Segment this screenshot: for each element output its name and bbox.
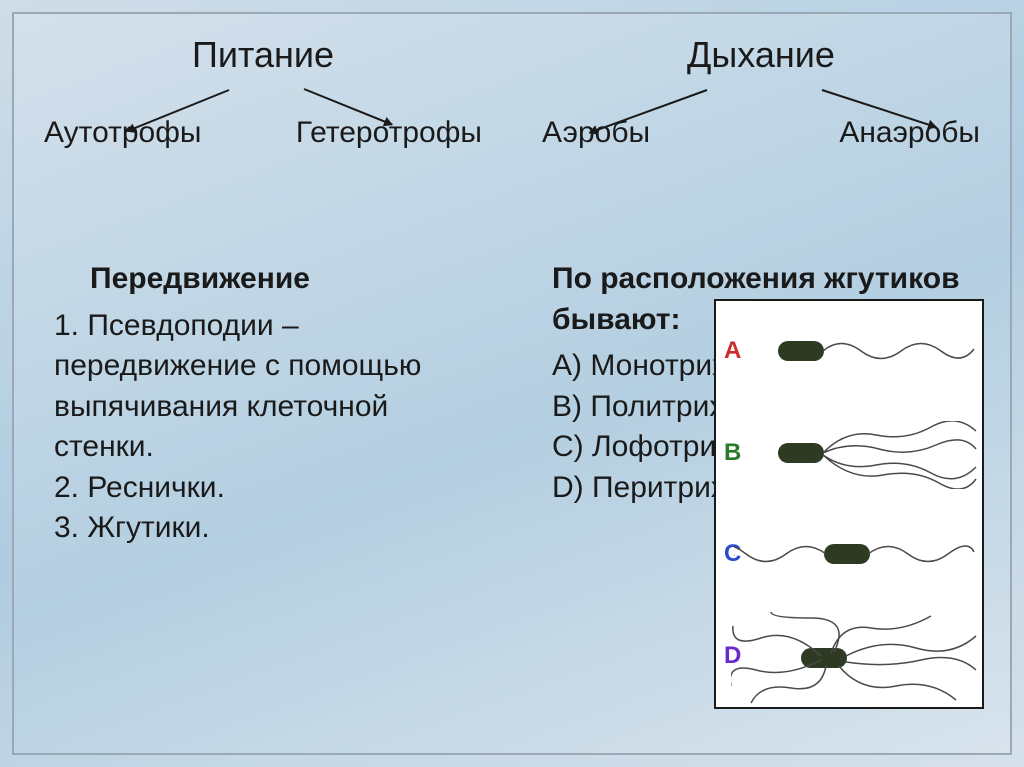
flagellum-label-c: C: [724, 540, 741, 568]
flagellum-label-a: A: [724, 337, 741, 365]
movement-item-2: 2. Реснички.: [54, 468, 472, 509]
flagellum-tail-icon: [866, 534, 976, 574]
nutrition-children: Аутотрофы Гетеротрофы: [14, 116, 512, 150]
bacterium-body-icon: [778, 443, 824, 463]
flagellum-tail-icon: [734, 534, 828, 574]
bacterium-body-icon: [778, 341, 824, 361]
content-frame: Питание Аутотрофы Гетеротрофы Дыхание Аэ…: [12, 12, 1012, 755]
flagellum-tail-icon: [731, 608, 981, 708]
top-classification-row: Питание Аутотрофы Гетеротрофы Дыхание Аэ…: [14, 34, 1010, 150]
flagella-row-d: D: [716, 606, 982, 708]
flagellum-label-b: B: [724, 439, 741, 467]
bacterium-body-icon: [824, 544, 870, 564]
respiration-title: Дыхание: [512, 34, 1010, 76]
respiration-child-anaerobes: Анаэробы: [839, 116, 980, 150]
flagellum-label-d: D: [724, 642, 741, 670]
movement-column: Передвижение 1. Псевдоподии – передвижен…: [14, 259, 512, 753]
flagellum-tail-icon: [821, 421, 981, 489]
flagella-diagram-box: A B C: [714, 299, 984, 709]
flagellum-tail-icon: [821, 331, 976, 371]
bacterium-body-icon: [801, 648, 847, 668]
movement-title: Передвижение: [54, 259, 472, 300]
nutrition-tree: Питание Аутотрофы Гетеротрофы: [14, 34, 512, 150]
nutrition-child-autotrophs: Аутотрофы: [44, 116, 201, 150]
movement-item-1: 1. Псевдоподии – передвижение с помощью …: [54, 306, 472, 468]
flagella-row-a: A: [716, 301, 982, 403]
respiration-tree: Дыхание Аэробы Анаэробы: [512, 34, 1010, 150]
flagella-row-b: B: [716, 403, 982, 505]
nutrition-title: Питание: [14, 34, 512, 76]
flagella-row-c: C: [716, 504, 982, 606]
movement-item-3: 3. Жгутики.: [54, 508, 472, 549]
